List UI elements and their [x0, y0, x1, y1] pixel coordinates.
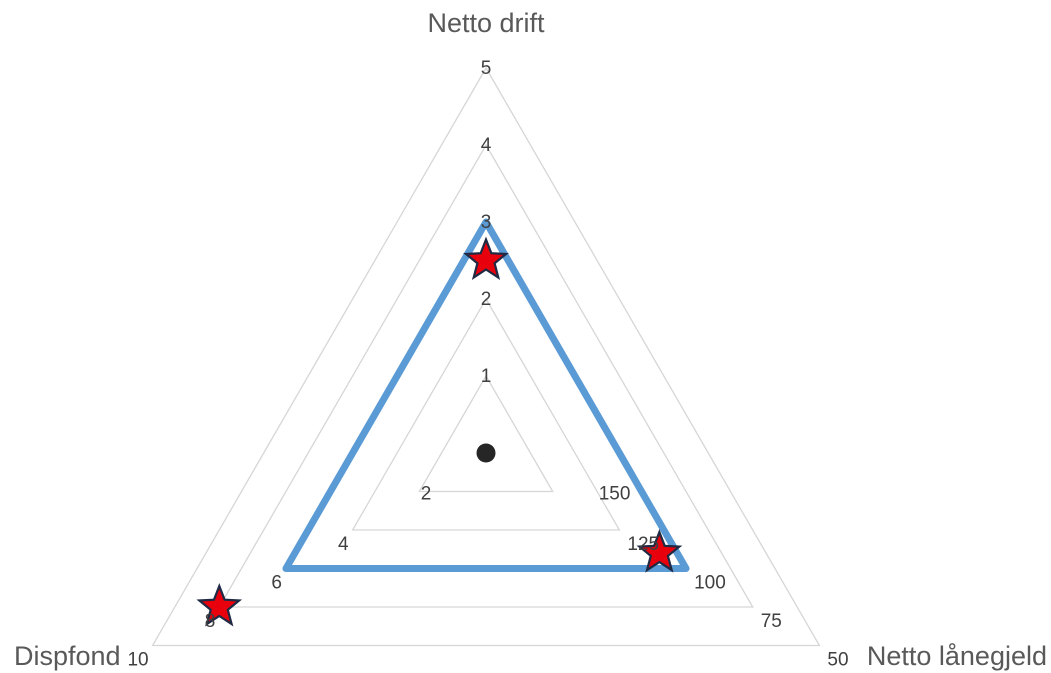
grid-ring	[351, 297, 621, 531]
grid-ring	[151, 66, 821, 647]
tick-label: 75	[761, 611, 782, 632]
tick-label: 5	[481, 58, 492, 79]
tick-label: 6	[271, 573, 282, 594]
grid-ring	[218, 143, 754, 608]
tick-label: 1	[481, 366, 492, 387]
series-layer	[196, 218, 690, 627]
tick-label: 10	[127, 650, 148, 671]
tick-label: 3	[481, 212, 492, 233]
star-marker	[636, 529, 683, 573]
tick-label: 2	[481, 289, 492, 310]
tick-label: 8	[205, 611, 216, 632]
axis-title: Netto drift	[427, 8, 545, 38]
star-marker	[463, 236, 509, 280]
grid-ring	[284, 220, 688, 570]
axis-title: Netto lånegjeld	[867, 641, 1047, 671]
tick-label: 125	[627, 534, 659, 555]
label-layer: 1 2 3 4 5 150 125 100 75 50 2 4 6 8 10 Netto drift Netto…	[14, 8, 1047, 671]
center-marker	[476, 443, 496, 463]
series-line	[282, 218, 690, 572]
grid-ring	[418, 374, 554, 493]
tick-label: 4	[481, 135, 492, 156]
tick-label: 100	[694, 573, 726, 594]
tick-label: 2	[421, 484, 432, 505]
star-marker	[196, 582, 243, 627]
tick-label: 4	[338, 534, 349, 555]
axis-title: Dispfond	[14, 641, 121, 671]
tick-label: 150	[599, 484, 631, 505]
tick-label: 50	[827, 650, 848, 671]
